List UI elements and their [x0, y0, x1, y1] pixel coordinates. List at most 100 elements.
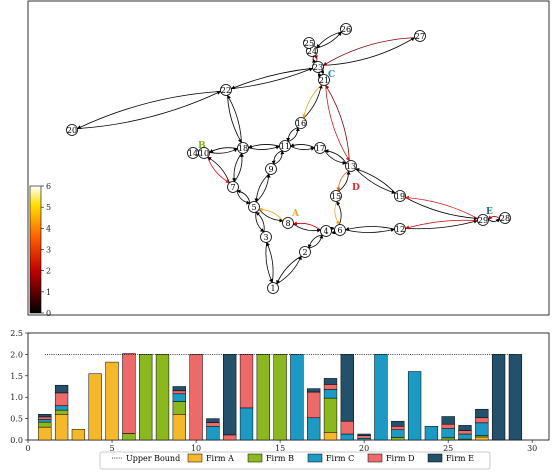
- node-circle: [414, 30, 426, 42]
- edge-8-5: [258, 207, 284, 221]
- bar-firm-e-18: [323, 378, 338, 385]
- bar-firm-e-29: [508, 354, 523, 441]
- node-label: 8: [285, 219, 290, 228]
- bar-firm-b-22: [391, 437, 405, 441]
- legend-entry-firm-e: Firm E: [427, 453, 474, 463]
- edge-4-2: [307, 234, 323, 249]
- bar-firm-b-6: [122, 433, 136, 441]
- node-label: 20: [67, 126, 77, 135]
- bar-firm-e-17: [307, 388, 321, 393]
- node-label: 14: [188, 149, 198, 158]
- y-tick-label: 0.0: [10, 436, 23, 445]
- bar-firm-c-11: [206, 426, 220, 441]
- bar-firm-b-2: [54, 409, 69, 415]
- bar-firm-a-3: [71, 429, 86, 441]
- bar-firm-a-27: [475, 436, 489, 441]
- edge-23-27: [323, 37, 416, 66]
- edge-9-5: [254, 173, 270, 203]
- bar-firm-d-17: [307, 391, 321, 419]
- node-label: 2: [302, 248, 307, 257]
- bar-firm-a-9: [172, 414, 186, 441]
- bar-firm-d-9: [172, 390, 186, 395]
- firm-label-d: D: [352, 183, 360, 193]
- edge-28-29: [488, 215, 500, 220]
- y-tick-label: 1.5: [10, 372, 23, 381]
- node-circle: [394, 223, 406, 235]
- x-tick-label: 20: [359, 444, 369, 453]
- legend-entry-firm-d: Firm D: [367, 453, 414, 463]
- bar-firm-e-22: [391, 420, 405, 427]
- bar-firm-b-15: [273, 354, 287, 441]
- bar-firm-d-13: [239, 354, 254, 409]
- x-tick-label: 30: [527, 444, 537, 453]
- edge-13-15: [336, 170, 349, 192]
- bar-firm-c-2: [54, 405, 69, 411]
- node-label: 28: [500, 214, 510, 223]
- node-circle: [265, 163, 277, 175]
- node-circle: [260, 231, 272, 243]
- node-22: 22: [220, 84, 232, 96]
- edge-18-22: [227, 94, 242, 143]
- bar-firm-b-9: [172, 401, 186, 415]
- node-label: 29: [478, 216, 488, 225]
- node-label: 23: [313, 63, 323, 72]
- legend-label: Firm C: [326, 454, 354, 463]
- node-label: 26: [341, 25, 351, 34]
- colorbar-tick-label: 0: [46, 309, 51, 318]
- bar-firm-c-19: [340, 433, 354, 441]
- node-19: 19: [394, 190, 406, 202]
- node-circle: [279, 140, 291, 152]
- node-label: 12: [395, 225, 405, 234]
- legend-label: Upper Bound: [126, 454, 180, 463]
- edge-6-12: [345, 228, 395, 233]
- bar-firm-c-18: [323, 389, 338, 399]
- edge-7-10: [207, 156, 230, 183]
- edge-23-22: [230, 67, 313, 90]
- bar-firm-c-26: [458, 433, 472, 440]
- edge-13-21: [325, 84, 350, 161]
- node-circle: [330, 190, 342, 202]
- bar-firm-b-1: [38, 421, 52, 428]
- bar-firm-e-12: [223, 354, 237, 436]
- bar-firm-e-20: [357, 433, 371, 436]
- bar-firm-c-16: [290, 354, 304, 441]
- edge-10-18: [209, 148, 238, 154]
- node-label: 5: [251, 203, 256, 212]
- edge-8-4: [293, 223, 321, 233]
- bar-firm-e-28: [491, 354, 506, 441]
- node-label: 27: [415, 32, 425, 41]
- node-13: 13: [345, 160, 357, 172]
- edge-12-29: [405, 219, 478, 230]
- legend-label: Firm E: [446, 454, 474, 463]
- legend-swatch: [367, 453, 383, 463]
- firm-label-b: B: [198, 141, 206, 151]
- node-29: 29: [477, 214, 489, 226]
- edge-27-23: [322, 37, 415, 66]
- edge-18-7: [231, 153, 242, 183]
- bar-firm-d-27: [475, 417, 489, 424]
- bar-firm-d-12: [223, 434, 237, 441]
- bar-firm-c-17: [307, 417, 321, 441]
- colorbar-tick-label: 5: [46, 203, 51, 212]
- bar-chart-panel: 0 5 10 15 20 25 30 0.0 0.5 1.0 1.5 2.0 2.5: [10, 329, 550, 453]
- legend-label: Firm B: [266, 454, 294, 463]
- edge-6-15: [336, 201, 342, 225]
- bars: [38, 353, 523, 441]
- bar-firm-d-2: [54, 392, 69, 406]
- bar-firm-a-4: [88, 373, 102, 441]
- node-label: 6: [337, 226, 342, 235]
- bar-firm-e-9: [172, 386, 186, 392]
- y-tick-label: 2.5: [10, 329, 23, 338]
- edge-11-17: [290, 145, 315, 151]
- edge-21-16: [302, 84, 322, 119]
- bar-firm-a-2: [54, 414, 69, 441]
- network-edges: [76, 31, 500, 285]
- node-circle: [267, 282, 279, 294]
- bar-firm-b-14: [256, 354, 270, 441]
- edge-5-3: [255, 212, 265, 233]
- node-23: 23: [312, 61, 324, 73]
- legend-items: Upper Bound Firm A Firm B Firm C Firm D Firm …: [112, 453, 474, 463]
- edge-20-22: [77, 91, 222, 129]
- edge-26-24: [316, 31, 342, 49]
